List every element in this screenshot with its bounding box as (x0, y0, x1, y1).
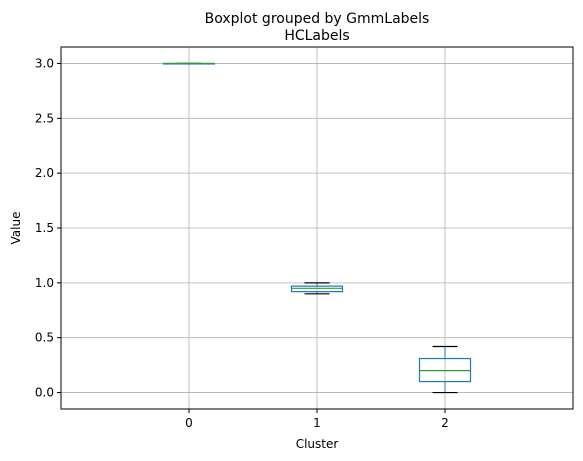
x-tick-label: 0 (185, 416, 193, 430)
box-series (162, 62, 472, 394)
y-axis-label: Value (9, 212, 23, 245)
y-tick-label: 2.0 (35, 166, 54, 180)
y-tick-label: 2.5 (35, 111, 54, 125)
y-tick-label: 0.5 (35, 331, 54, 345)
chart-suptitle: Boxplot grouped by GmmLabels (205, 11, 430, 27)
y-axis: 0.0 0.5 1.0 1.5 2.0 2.5 3.0 (35, 56, 61, 400)
x-axis: 0 1 2 (185, 409, 449, 430)
grid-lines (61, 47, 573, 409)
y-tick-label: 1.0 (35, 276, 54, 290)
y-tick-label: 3.0 (35, 56, 54, 70)
x-axis-label: Cluster (296, 437, 339, 451)
y-tick-label: 0.0 (35, 386, 54, 400)
x-tick-label: 2 (441, 416, 449, 430)
chart-title: HCLabels (284, 28, 349, 44)
y-tick-label: 1.5 (35, 221, 54, 235)
x-tick-label: 1 (313, 416, 321, 430)
